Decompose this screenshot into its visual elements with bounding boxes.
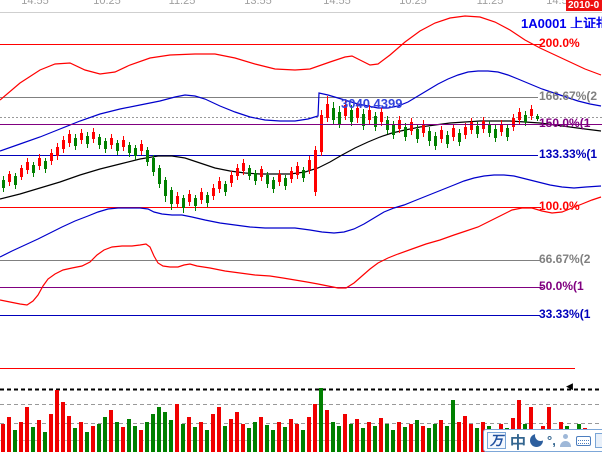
date-badge: 2010-0 <box>566 0 602 11</box>
time-axis-label: 14:55 <box>323 0 351 7</box>
ime-keyboard-icon[interactable] <box>575 435 591 446</box>
mid-blue-band <box>0 70 602 152</box>
lower-red-band <box>0 196 602 306</box>
ime-zhong-icon[interactable]: 中 <box>510 434 527 452</box>
level-label-50.01: 50.0%(1 <box>539 279 584 293</box>
level-line-150 <box>0 124 602 125</box>
time-axis-label: 10:25 <box>399 0 427 7</box>
time-axis-label: 14:55 <box>21 0 49 7</box>
lower-blue-band <box>0 174 602 258</box>
ime-moon-icon[interactable] <box>530 430 547 447</box>
ime-person-icon[interactable] <box>560 434 572 447</box>
ime-wan-icon[interactable]: 万 <box>487 432 506 449</box>
time-axis-label: 11:25 <box>168 0 196 7</box>
black-ma-line <box>0 120 602 200</box>
instrument-title: 1A0001 上证指 <box>521 16 602 28</box>
range-end-marker[interactable]: ◀ <box>566 382 573 392</box>
time-axis-label: 11:25 <box>476 0 504 7</box>
ime-toolbar[interactable]: 万中 °, <box>483 429 602 452</box>
time-axis-label: 10:25 <box>93 0 121 7</box>
level-label-33.331: 33.33%(1 <box>539 307 591 321</box>
level-label-100.0: 100.0% <box>539 199 580 213</box>
ime-punct-icon[interactable]: °, <box>547 433 556 448</box>
level-label-150.01: 150.0%(1 <box>539 116 591 130</box>
time-axis-label: 14:5 <box>546 0 568 7</box>
upper-red-band <box>0 15 602 101</box>
top-separator <box>0 12 602 13</box>
level-label-66.672: 66.67%(2 <box>539 252 591 266</box>
level-label-166.672: 166.67%(2 <box>539 89 598 103</box>
level-label-133.331: 133.33%(1 <box>539 147 598 161</box>
ime-partial-icon[interactable] <box>594 433 602 448</box>
level-label-200.0: 200.0% <box>539 36 580 50</box>
time-axis-label: 13:55 <box>244 0 272 7</box>
last-price-label: 3040.4399 <box>341 96 403 111</box>
